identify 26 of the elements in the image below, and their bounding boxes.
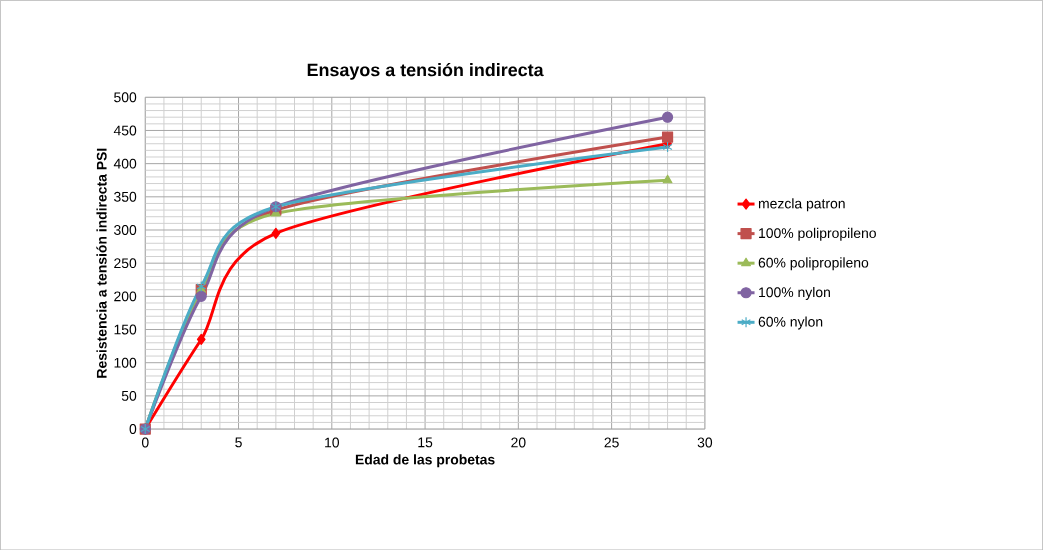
y-tick-label: 500 [114,92,137,103]
legend-label: 100% polipropileno [759,227,876,241]
legend-label: 60% nylon [758,316,823,330]
x-tick-label: 5 [235,437,242,448]
x-tick-label: 15 [418,437,433,448]
x-axis-title: Edad de las probetas [355,454,495,468]
y-tick-label: 100 [114,357,137,368]
x-tick-label: 0 [141,437,149,448]
legend-label: mezcla patron [758,198,845,212]
y-tick-label: 0 [129,423,137,434]
y-tick-label: 250 [114,258,137,268]
x-tick-label: 25 [604,437,619,448]
y-tick-label: 350 [114,191,137,202]
legend-label: 100% nylon [759,286,830,300]
y-axis-title: Resistencia a tensión indirecta PSI [96,148,107,378]
x-tick-label: 20 [511,437,526,448]
x-tick-label: 30 [697,437,713,448]
x-tick-label: 10 [325,437,340,448]
y-tick-label: 300 [114,224,137,235]
y-tick-label: 50 [121,390,137,401]
y-tick-label: 200 [114,291,137,302]
chart-title: Ensayos a tensión indirecta [307,62,544,80]
legend-label: 60% polipropileno [758,257,869,271]
y-tick-label: 150 [114,324,137,335]
y-tick-label: 400 [113,158,137,169]
y-tick-label: 450 [113,125,137,136]
